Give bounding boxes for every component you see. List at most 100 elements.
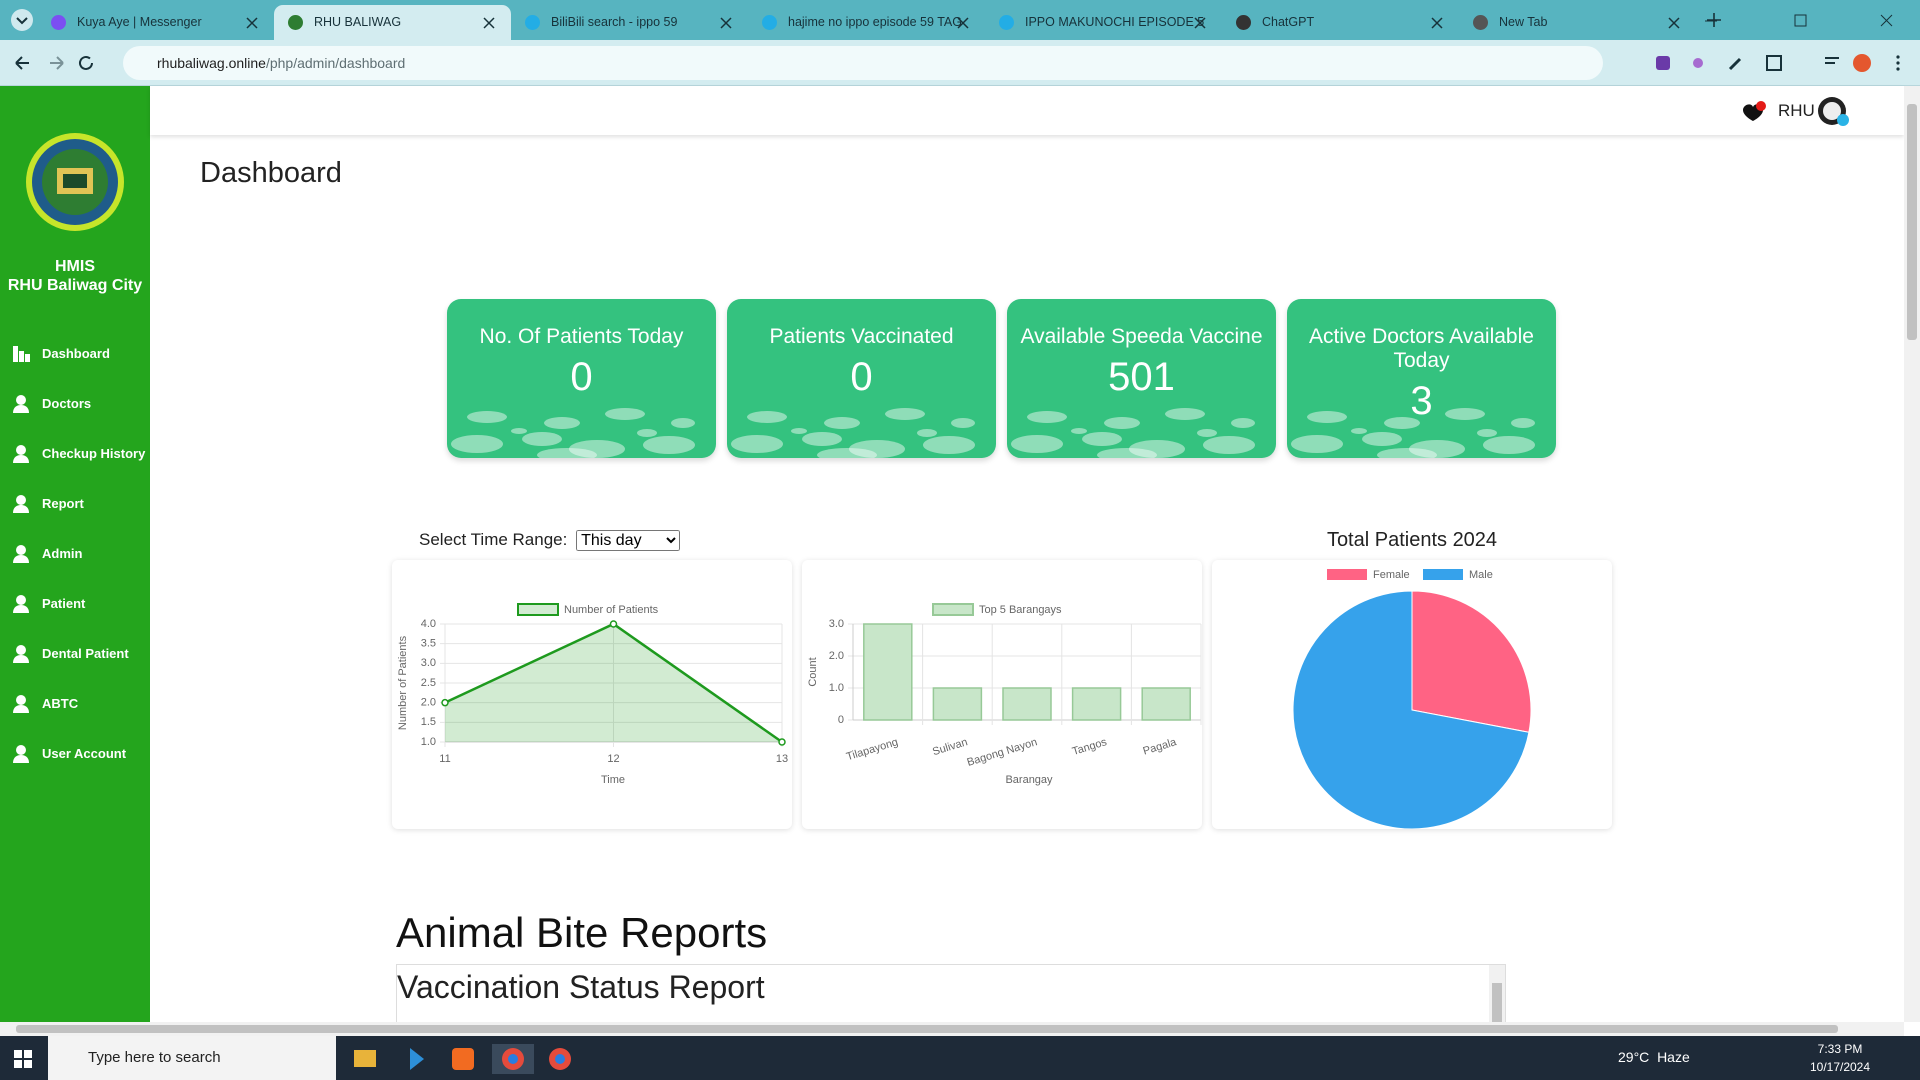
icon-part bbox=[13, 755, 29, 763]
stat-card: No. Of Patients Today 0 bbox=[447, 299, 716, 458]
bubble bbox=[1477, 429, 1497, 437]
line-chart: 1.0 1.5 2.0 2.5 3.0 3.5 4.0 11 12 13 Number of Pat… bbox=[397, 603, 788, 786]
menu-item[interactable]: Doctors bbox=[0, 385, 150, 421]
tab-close[interactable] bbox=[957, 17, 969, 29]
avatar[interactable] bbox=[1817, 96, 1851, 130]
notification-icon[interactable] bbox=[1740, 100, 1766, 122]
icon-part bbox=[16, 745, 26, 755]
tab-title: Kuya Aye | Messenger bbox=[77, 15, 202, 29]
tab-icon bbox=[762, 15, 777, 30]
tab-close[interactable] bbox=[720, 17, 732, 29]
toolbar: rhubaliwag.online/php/admin/dashboard bbox=[0, 40, 1920, 86]
tab-icon bbox=[999, 15, 1014, 30]
page-scrollbar[interactable] bbox=[1904, 86, 1920, 1022]
start-button[interactable] bbox=[14, 1050, 32, 1068]
taskbar-apps[interactable] bbox=[350, 1044, 580, 1074]
tab-close[interactable] bbox=[483, 17, 495, 29]
y-tick-label: 2.0 bbox=[421, 697, 436, 709]
y-tick-label: 1.0 bbox=[421, 736, 436, 748]
line-chart-panel: 1.0 1.5 2.0 2.5 3.0 3.5 4.0 11 12 13 Number of Pat… bbox=[392, 560, 792, 829]
temperature: 29°C bbox=[1618, 1049, 1650, 1065]
date: 10/17/2024 bbox=[1809, 1060, 1871, 1074]
nav-buttons[interactable] bbox=[12, 53, 102, 73]
new-tab[interactable] bbox=[1707, 13, 1721, 27]
point bbox=[441, 698, 449, 707]
tab-title: New Tab bbox=[1499, 15, 1548, 29]
tab-title: IPPO MAKUNOCHI EPISODE 5 bbox=[1025, 15, 1205, 29]
bar bbox=[1071, 687, 1122, 721]
tab[interactable]: hajime no ippo episode 59 TAG bbox=[748, 5, 985, 40]
icon-part bbox=[13, 455, 29, 463]
time-range-label: Select Time Range: bbox=[419, 530, 568, 549]
pie-chart-panel: Female Male bbox=[1212, 560, 1612, 830]
tab-icon bbox=[288, 15, 303, 30]
menu-icon bbox=[13, 645, 29, 663]
bar bbox=[1002, 687, 1052, 721]
bubble bbox=[671, 418, 695, 428]
extensions[interactable] bbox=[1650, 51, 1910, 75]
tab-close[interactable] bbox=[1431, 17, 1443, 29]
stat-card: Patients Vaccinated 0 bbox=[727, 299, 996, 458]
tab-close[interactable] bbox=[246, 17, 258, 29]
x-axis-title: Barangay bbox=[1005, 774, 1053, 786]
user-name[interactable]: RHU bbox=[1778, 101, 1815, 120]
tab[interactable]: IPPO MAKUNOCHI EPISODE 5 bbox=[985, 5, 1222, 40]
menu-icon bbox=[13, 745, 29, 763]
tab[interactable]: RHU BALIWAG bbox=[274, 5, 511, 40]
menu-label: Dental Patient bbox=[42, 646, 129, 661]
card-label: Active Doctors Available Today bbox=[1309, 325, 1534, 372]
tab[interactable]: BiliBili search - ippo 59 bbox=[511, 5, 748, 40]
menu-item[interactable]: Dental Patient bbox=[0, 635, 150, 671]
brand-title: HMIS bbox=[55, 258, 95, 275]
bubble bbox=[1351, 428, 1367, 434]
pie-slice bbox=[1411, 590, 1532, 733]
menu-item[interactable]: Checkup History bbox=[0, 435, 150, 471]
menu-item[interactable]: Dashboard bbox=[0, 335, 150, 371]
menu-icon bbox=[13, 545, 29, 563]
bubble bbox=[1377, 448, 1437, 458]
time-range-select[interactable]: This day bbox=[576, 530, 681, 551]
top-bar: RHU bbox=[150, 86, 1904, 135]
bubble bbox=[544, 417, 580, 429]
card-decoration bbox=[451, 408, 695, 458]
bubble bbox=[1082, 432, 1122, 446]
menu-item[interactable]: Report bbox=[0, 485, 150, 521]
tab[interactable]: New Tab bbox=[1459, 5, 1696, 40]
window-controls[interactable] bbox=[1705, 12, 1905, 30]
section-title: Animal Bite Reports bbox=[396, 909, 768, 956]
tab-icon bbox=[525, 15, 540, 30]
card-label: Available Speeda Vaccine bbox=[1020, 325, 1263, 348]
bubble bbox=[1362, 432, 1402, 446]
menu-icon bbox=[13, 695, 29, 713]
time: 7:33 PM bbox=[1817, 1042, 1863, 1056]
card-value: 0 bbox=[850, 355, 873, 399]
legend-label: Male bbox=[1469, 569, 1493, 581]
menu-item[interactable]: ABTC bbox=[0, 685, 150, 721]
menu-item[interactable]: Admin bbox=[0, 535, 150, 571]
search-box[interactable]: Type here to search bbox=[48, 1036, 336, 1080]
tab-title: ChatGPT bbox=[1262, 15, 1315, 29]
logo bbox=[26, 133, 124, 231]
x-tick-label: Bagong Nayon bbox=[966, 736, 1039, 769]
menu-item[interactable]: User Account bbox=[0, 735, 150, 771]
clock[interactable]: 7:33 PM 10/17/2024 bbox=[1800, 1040, 1880, 1076]
icon-part bbox=[13, 555, 29, 563]
report-scrollbar[interactable] bbox=[1489, 965, 1505, 1022]
address-bar[interactable]: rhubaliwag.online/php/admin/dashboard bbox=[123, 46, 1603, 80]
tab-search[interactable] bbox=[10, 8, 34, 32]
menu-icon bbox=[13, 495, 29, 513]
tab[interactable]: ChatGPT bbox=[1222, 5, 1459, 40]
menu-icon bbox=[13, 395, 29, 413]
card-value: 3 bbox=[1410, 379, 1433, 423]
h-scrollbar[interactable] bbox=[0, 1022, 1904, 1036]
y-tick-label: 3.0 bbox=[421, 657, 436, 669]
legend-swatch bbox=[1423, 569, 1463, 580]
bar bbox=[1141, 687, 1191, 721]
menu-item[interactable]: Patient bbox=[0, 585, 150, 621]
tab[interactable]: Kuya Aye | Messenger bbox=[37, 5, 274, 40]
weather[interactable]: 29°C Haze bbox=[1618, 1049, 1690, 1065]
tab-close[interactable] bbox=[1194, 17, 1206, 29]
tab-title: RHU BALIWAG bbox=[314, 15, 402, 29]
tab-close[interactable] bbox=[1668, 17, 1680, 29]
icon-part bbox=[13, 605, 29, 613]
